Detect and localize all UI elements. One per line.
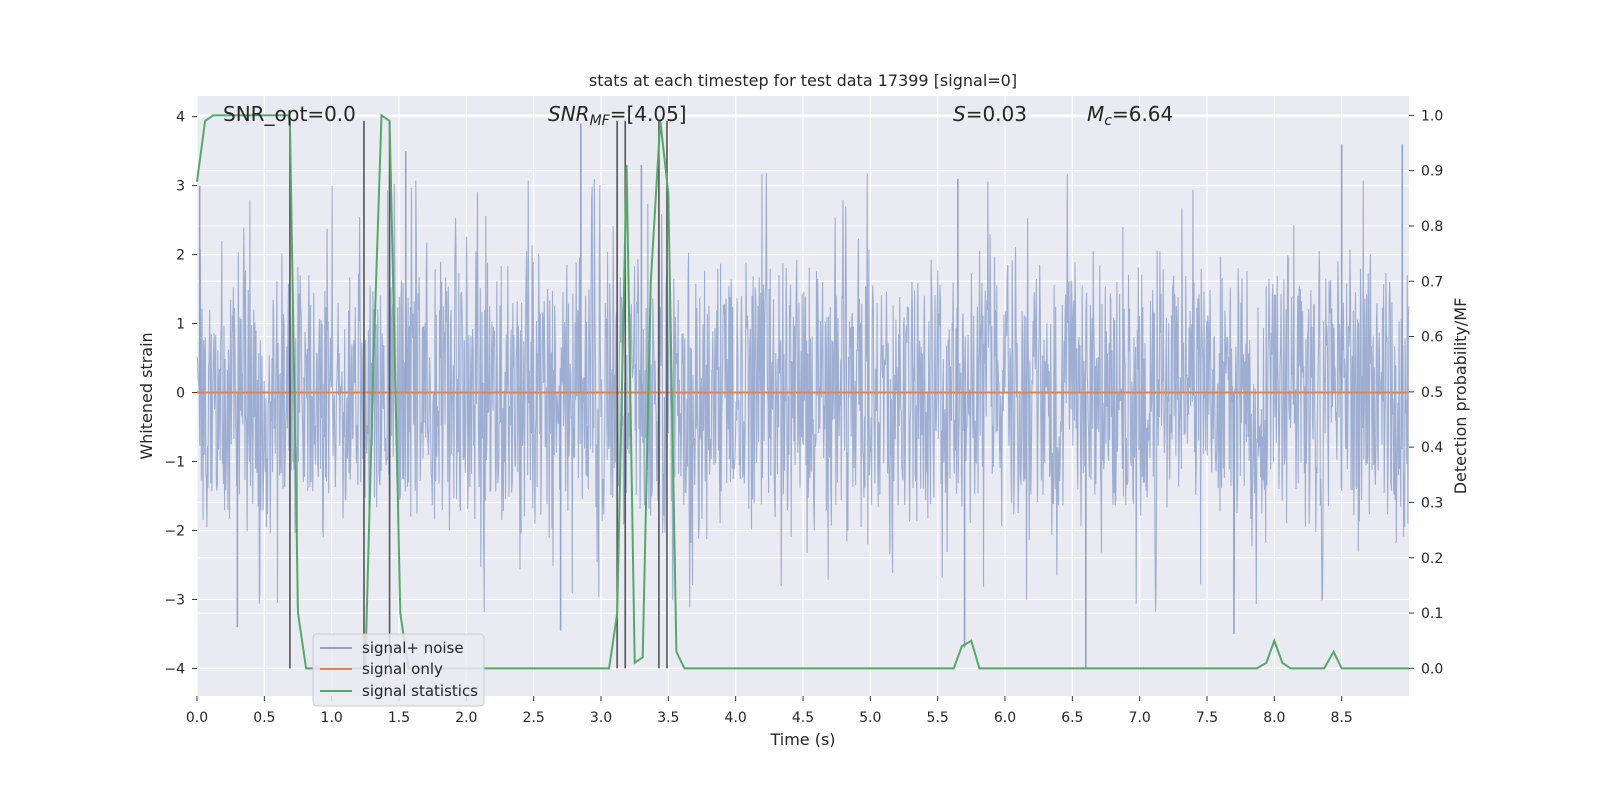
- x-tick-label: 7.0: [1129, 710, 1151, 726]
- y-right-tick-label: 0.2: [1421, 551, 1443, 567]
- tick-labels: 0.0 0.5 1.0 1.5 2.0 2.5 3.0 3.5 4.0 4.5 5.0 5.5 6.0 6…: [164, 108, 1443, 726]
- legend: signal+ noise signal only signal statist…: [312, 633, 485, 707]
- y-right-tick-label: 0.7: [1421, 274, 1443, 290]
- x-tick-label: 8.5: [1331, 710, 1353, 726]
- y-axis-left-label: Whitened strain: [137, 332, 156, 459]
- vertical-markers: [289, 120, 668, 669]
- x-tick-label: 0.5: [253, 710, 275, 726]
- y-left-tick-label: 4: [176, 110, 185, 126]
- x-tick-label: 1.0: [321, 710, 343, 726]
- y-right-tick-label: 0.3: [1421, 495, 1443, 511]
- x-tick-label: 7.5: [1196, 710, 1218, 726]
- annotation-snr-mf: SNRMF=[4.05]: [548, 102, 687, 129]
- y-left-tick-label: −2: [164, 523, 185, 539]
- y-left-tick-label: 1: [176, 317, 185, 333]
- y-left-tick-label: −3: [164, 592, 185, 608]
- annotation-s: S=0.03: [953, 102, 1027, 126]
- legend-label-stats: signal statistics: [362, 682, 478, 700]
- y-right-tick-label: 0.6: [1421, 330, 1443, 346]
- annotations: SNR_opt=0.0 SNRMF=[4.05] S=0.03 Mc=6.64: [223, 102, 1173, 129]
- y-right-tick-label: 0.8: [1421, 219, 1443, 235]
- x-tick-label: 2.0: [455, 710, 477, 726]
- y-right-tick-label: 0.4: [1421, 440, 1443, 456]
- legend-label-signal: signal only: [362, 660, 443, 678]
- y-axis-right-label: Detection probability/MF: [1451, 298, 1470, 495]
- y-left-tick-label: −1: [164, 455, 185, 471]
- legend-box: [312, 633, 485, 707]
- y-right-tick-label: 0.1: [1421, 606, 1443, 622]
- y-left-tick-label: −4: [164, 661, 185, 677]
- annotation-mc: Mc=6.64: [1087, 102, 1173, 129]
- annotation-snr-opt: SNR_opt=0.0: [223, 102, 356, 126]
- x-tick-label: 3.5: [657, 710, 679, 726]
- x-tick-label: 0.0: [186, 710, 208, 726]
- x-tick-label: 4.5: [792, 710, 814, 726]
- x-tick-label: 6.5: [1061, 710, 1083, 726]
- x-tick-label: 8.0: [1263, 710, 1285, 726]
- y-right-tick-label: 0.9: [1421, 164, 1443, 180]
- y-left-tick-label: 0: [176, 386, 185, 402]
- x-tick-label: 2.5: [523, 710, 545, 726]
- signal-noise-series: [196, 123, 1410, 669]
- y-right-tick-label: 0.0: [1421, 661, 1443, 677]
- y-left-tick-label: 3: [176, 179, 185, 195]
- y-right-tick-label: 0.5: [1421, 385, 1443, 401]
- x-tick-label: 3.0: [590, 710, 612, 726]
- x-tick-label: 6.0: [994, 710, 1016, 726]
- x-axis-label: Time (s): [769, 730, 835, 749]
- x-tick-label: 1.5: [388, 710, 410, 726]
- y-right-tick-label: 1.0: [1421, 108, 1443, 124]
- x-tick-label: 5.5: [927, 710, 949, 726]
- legend-label-noise: signal+ noise: [362, 639, 464, 657]
- x-tick-label: 4.0: [725, 710, 747, 726]
- signal-noise-trace: [196, 173, 1410, 613]
- x-tick-label: 5.0: [859, 710, 881, 726]
- chart-title: stats at each timestep for test data 173…: [589, 71, 1017, 90]
- y-left-tick-label: 2: [176, 248, 185, 264]
